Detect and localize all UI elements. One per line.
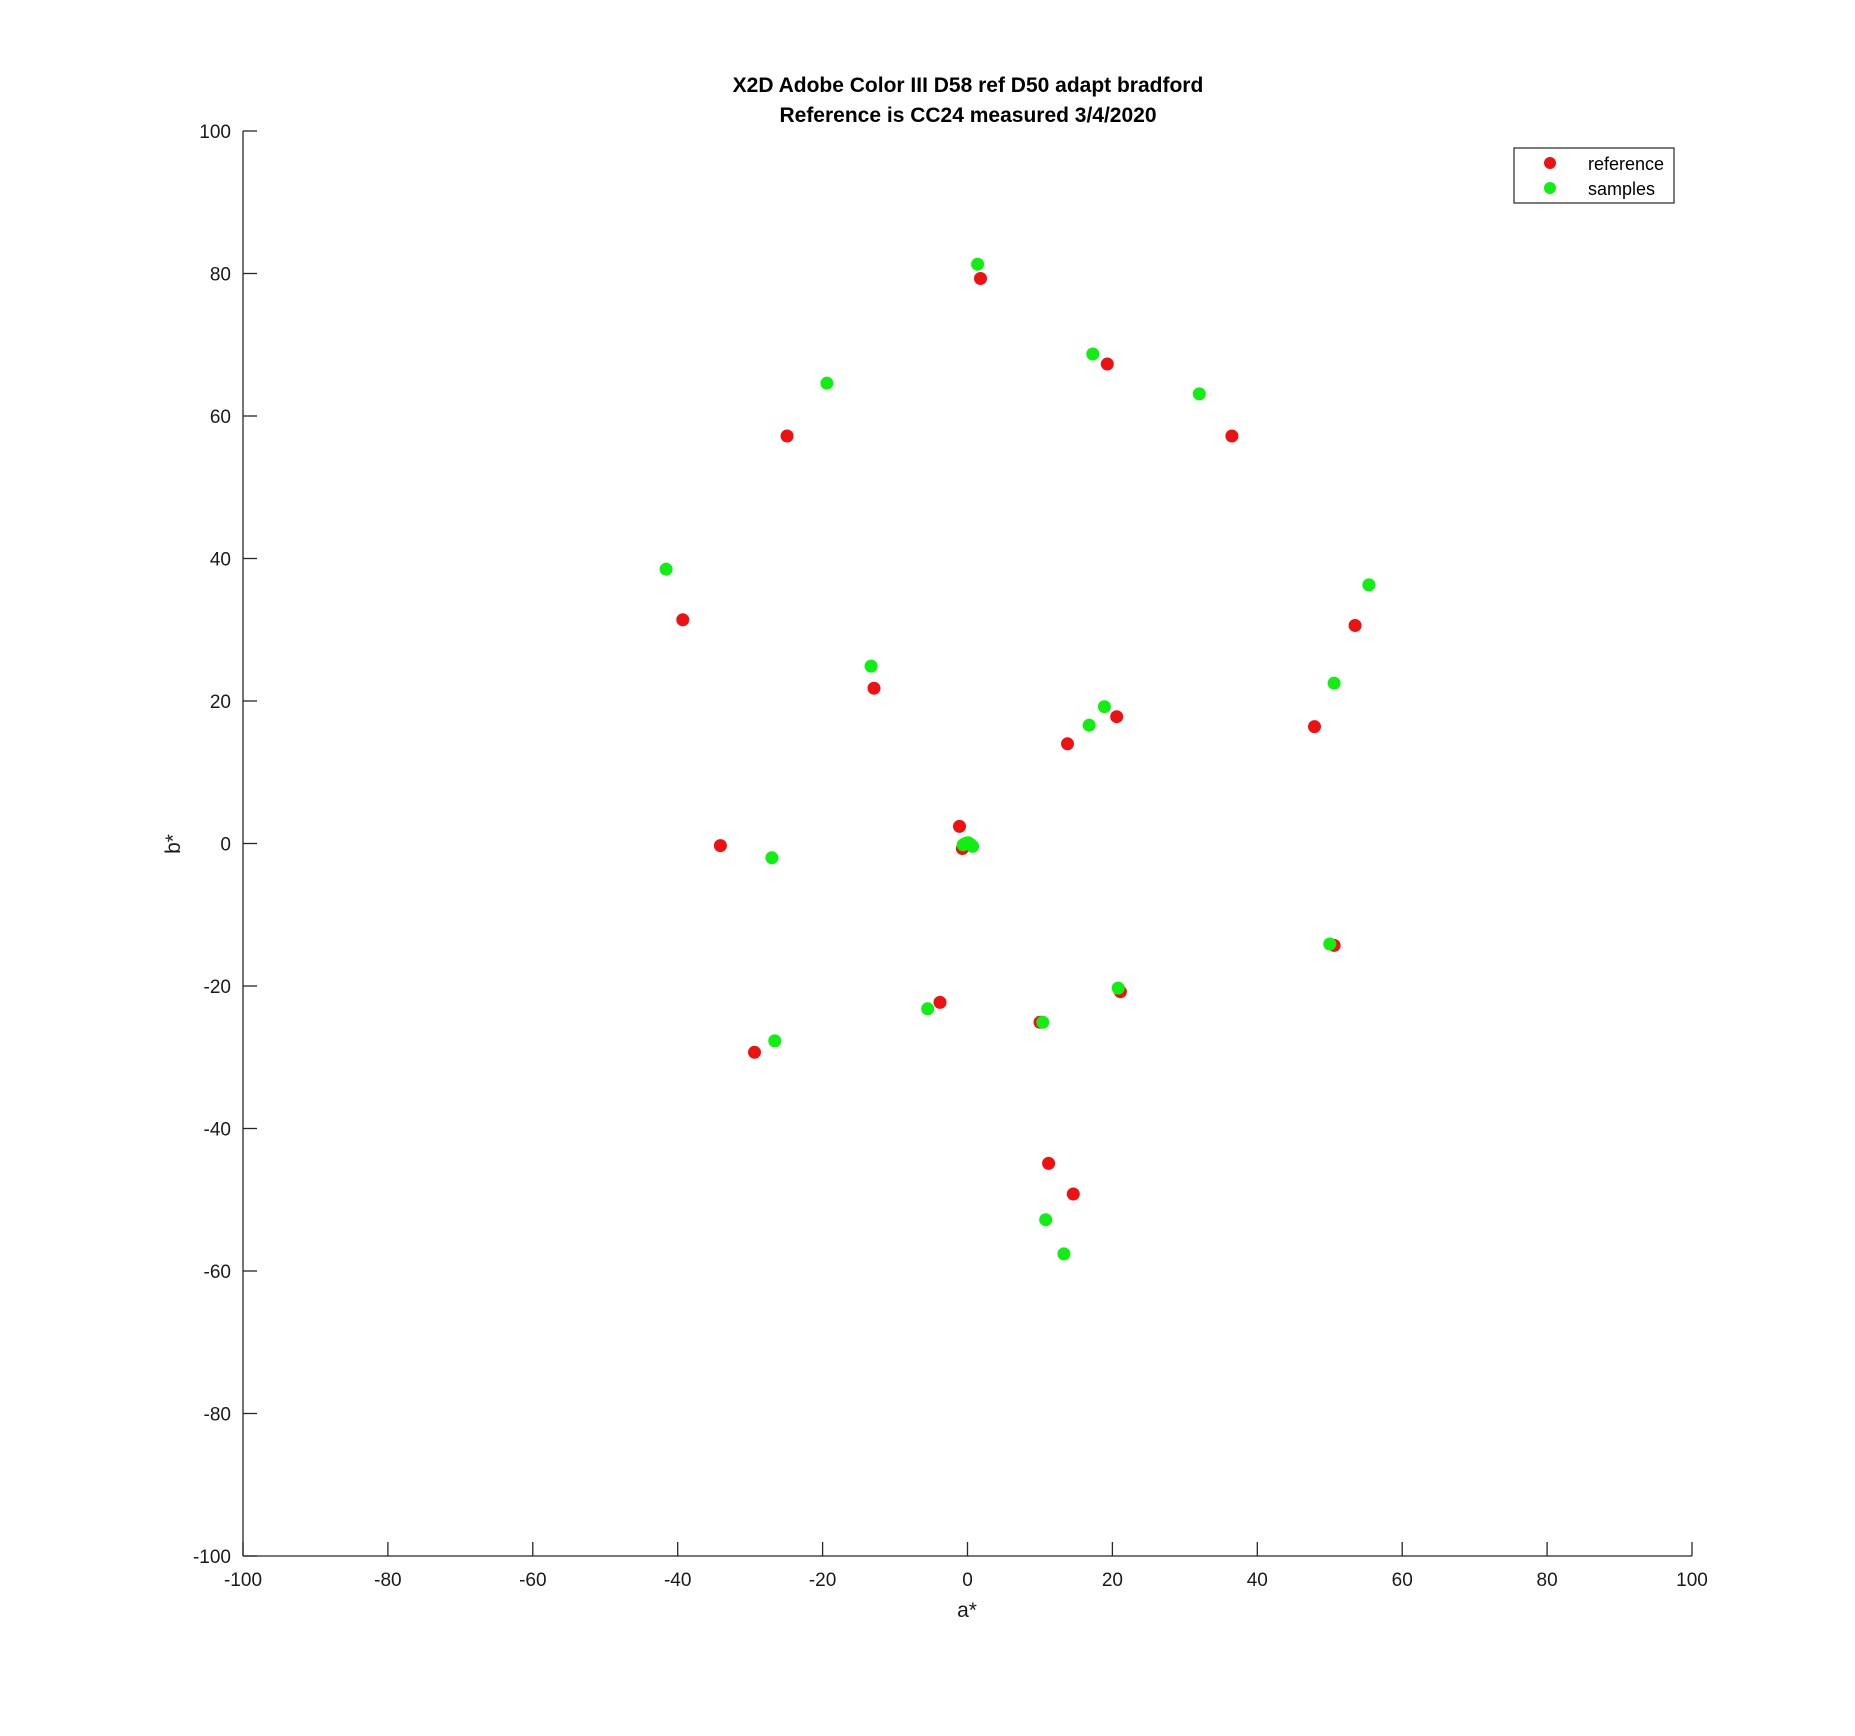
reference-point xyxy=(1225,429,1239,443)
legend-marker-samples xyxy=(1544,182,1556,194)
x-tick-label: -100 xyxy=(224,1570,262,1591)
x-tick-label: 40 xyxy=(1247,1570,1268,1591)
y-tick-label: 0 xyxy=(220,835,231,856)
samples-point xyxy=(1086,347,1100,361)
reference-point xyxy=(1061,737,1074,751)
chart-subtitle: Reference is CC24 measured 3/4/2020 xyxy=(779,104,1156,127)
reference-point xyxy=(1042,1156,1056,1170)
y-axis-label: b* xyxy=(162,834,185,854)
reference-point xyxy=(748,1045,761,1059)
x-axis-label: a* xyxy=(957,1599,977,1622)
x-tick-label: -60 xyxy=(519,1570,546,1591)
x-tick-label: 20 xyxy=(1102,1570,1123,1591)
reference-point xyxy=(676,613,690,627)
samples-point xyxy=(659,562,673,576)
x-tick-label: 0 xyxy=(962,1570,973,1591)
samples-point xyxy=(768,1034,782,1048)
reference-point xyxy=(933,995,947,1009)
series-samples xyxy=(659,257,1376,1261)
x-tick-label: 60 xyxy=(1392,1570,1413,1591)
y-tick-label: -80 xyxy=(204,1405,231,1426)
reference-point xyxy=(867,681,881,695)
reference-point xyxy=(953,819,966,833)
y-tick-label: -60 xyxy=(204,1262,231,1283)
legend-label-samples: samples xyxy=(1588,179,1655,199)
y-tick-label: 100 xyxy=(199,122,231,143)
reference-point xyxy=(1308,720,1321,734)
samples-point xyxy=(1111,981,1125,995)
samples-point xyxy=(864,659,878,673)
samples-point xyxy=(1036,1015,1050,1029)
samples-point xyxy=(1192,387,1206,401)
samples-point xyxy=(971,257,985,271)
x-ticks: -100 -80 -60 -40 -20 0 20 40 60 80 100 xyxy=(224,1542,1708,1591)
reference-point xyxy=(1110,710,1124,724)
y-ticks: 100 80 60 40 20 0 -20 -40 -60 -80 -100 xyxy=(193,122,257,1568)
y-tick-label: 40 xyxy=(210,550,231,571)
x-tick-label: -20 xyxy=(809,1570,836,1591)
samples-point xyxy=(1039,1213,1053,1227)
samples-point xyxy=(1323,937,1337,951)
legend-box xyxy=(1513,147,1675,204)
legend: reference samples xyxy=(1513,147,1675,204)
legend-marker-reference xyxy=(1544,157,1556,169)
samples-point xyxy=(1327,676,1341,690)
x-tick-label: -40 xyxy=(664,1570,691,1591)
samples-point xyxy=(765,851,779,865)
reference-point xyxy=(1348,619,1362,632)
y-tick-label: -40 xyxy=(204,1120,231,1141)
samples-point xyxy=(820,376,834,390)
samples-point xyxy=(1097,700,1111,714)
x-tick-label: -80 xyxy=(374,1570,401,1591)
samples-point xyxy=(1082,718,1096,732)
reference-point xyxy=(713,839,727,853)
samples-point xyxy=(1057,1247,1071,1261)
reference-point xyxy=(974,272,987,285)
samples-point xyxy=(956,838,970,852)
y-tick-label: -20 xyxy=(204,977,231,998)
reference-point xyxy=(1066,1187,1080,1201)
data-points xyxy=(659,257,1376,1261)
reference-point xyxy=(1100,357,1114,371)
y-tick-label: 20 xyxy=(210,692,231,713)
x-tick-label: 80 xyxy=(1537,1570,1558,1591)
samples-point xyxy=(921,1002,935,1016)
y-tick-label: 80 xyxy=(210,265,231,286)
y-tick-label: 60 xyxy=(210,407,231,428)
reference-point xyxy=(780,429,794,443)
chart-title: X2D Adobe Color III D58 ref D50 adapt br… xyxy=(733,74,1204,97)
x-tick-label: 100 xyxy=(1676,1570,1708,1591)
y-tick-label: -100 xyxy=(193,1547,231,1568)
samples-point xyxy=(1362,578,1376,592)
legend-label-reference: reference xyxy=(1588,154,1664,174)
